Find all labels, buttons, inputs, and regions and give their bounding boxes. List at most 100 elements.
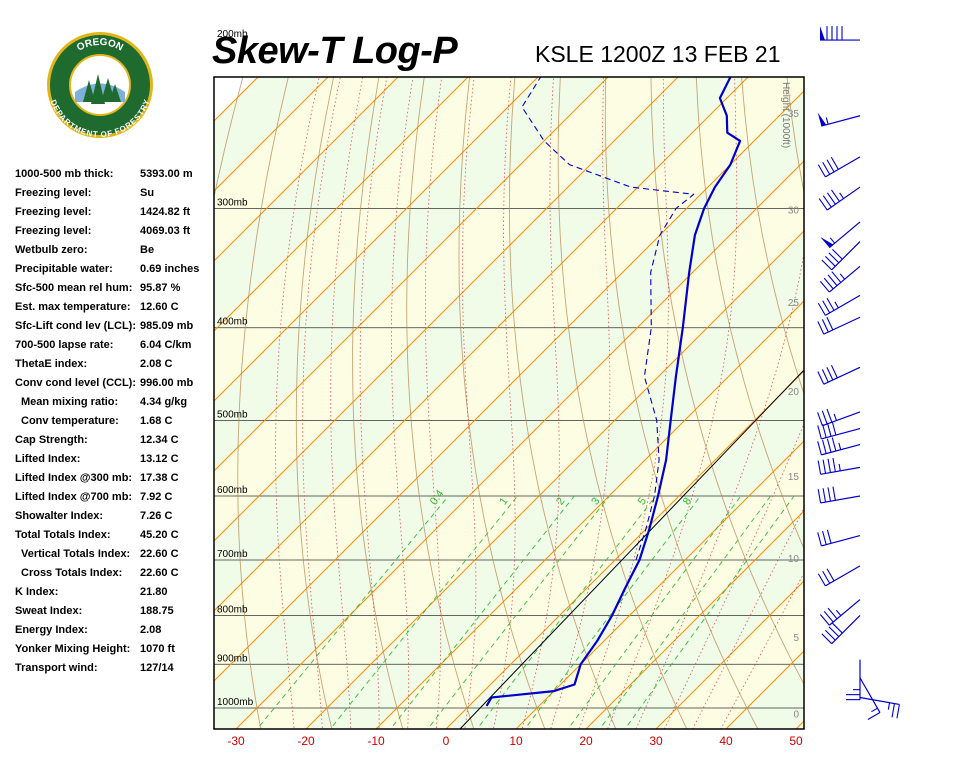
wind-barb-flag: [832, 457, 836, 472]
wind-barbs: [817, 26, 900, 721]
wind-barb: [859, 696, 900, 719]
mixing-ratio-line: [427, 495, 610, 729]
moist-adiabat: [521, 77, 560, 729]
wind-barb-half-flag: [838, 463, 841, 471]
index-label: Freezing level:: [15, 206, 92, 218]
index-value: 7.92 C: [140, 491, 173, 503]
wind-barb-flag: [826, 408, 833, 423]
index-row: Total Totals Index: 45.20 C: [15, 529, 215, 548]
index-label: Lifted Index @300 mb:: [15, 472, 133, 484]
x-tick-label: 0: [443, 734, 450, 748]
wind-barb: [817, 486, 861, 504]
index-value: 1424.82 ft: [140, 206, 191, 218]
wind-barb-flag: [821, 633, 833, 645]
wind-barb-flag: [831, 271, 842, 283]
index-label: Precipitable water:: [15, 263, 113, 275]
wind-barb-half-flag: [887, 702, 891, 710]
index-label: Vertical Totals Index:: [21, 548, 131, 560]
index-value: 996.00 mb: [140, 377, 194, 389]
index-value: 13.12 C: [140, 453, 179, 465]
wind-barb: [817, 437, 861, 456]
wind-barb-flag: [821, 369, 829, 383]
wind-barb-flag: [817, 441, 822, 456]
isotherm-line: [214, 77, 609, 472]
isotherm-line: [235, 160, 804, 729]
index-value: 2.08: [140, 624, 162, 636]
wind-barb-flag: [822, 459, 827, 474]
x-tick-label: 30: [649, 734, 663, 748]
index-label: K Index:: [15, 586, 59, 598]
wind-barb-staff: [821, 534, 861, 547]
pressure-label: 700mb: [217, 549, 248, 560]
moist-adiabat: [550, 77, 611, 729]
dry-adiabat: [821, 0, 960, 740]
index-row: Est. max temperature: 12.60 C: [15, 301, 215, 320]
reference-diagonal: [459, 369, 804, 729]
wind-barb-half-flag: [839, 273, 846, 280]
index-row: Cap Strength: 12.34 C: [15, 434, 215, 453]
wind-barb: [817, 156, 861, 178]
index-value: 21.80: [140, 586, 168, 598]
index-value: 1.68 C: [140, 415, 173, 427]
dry-adiabat: [695, 77, 804, 550]
grid-lines: [214, 0, 960, 740]
index-label: 1000-500 mb thick:: [15, 168, 114, 180]
wind-barb: [820, 221, 861, 249]
wind-barb-flag: [827, 458, 831, 473]
wind-barb-staff: [822, 411, 861, 427]
wind-barb-flag: [830, 156, 839, 170]
dry-adiabat: [863, 0, 960, 740]
index-value: 22.60 C: [140, 567, 179, 579]
chart-title: Skew-T Log-P: [212, 30, 458, 72]
wind-barb-pennant: [820, 236, 834, 248]
index-value: 4.34 g/kg: [140, 396, 188, 408]
index-label: Mean mixing ratio:: [21, 396, 119, 408]
wind-barb: [817, 408, 861, 427]
wind-barb-flag: [817, 164, 826, 178]
index-row: Sfc-Lift cond lev (LCL): 985.09 mb: [15, 320, 215, 339]
wind-barb-flag: [826, 297, 835, 311]
wind-barb: [820, 26, 860, 41]
wind-barb-staff: [859, 677, 881, 713]
wind-barb-staff: [825, 156, 861, 178]
background-bands: [214, 77, 804, 729]
pressure-label: 800mb: [217, 604, 248, 615]
wind-barb-half-flag: [829, 237, 836, 244]
index-row: Vertical Totals Index: 22.60 C: [15, 548, 215, 567]
index-row: 700-500 lapse rate: 6.04 C/km: [15, 339, 215, 358]
wind-barb-staff: [820, 495, 861, 504]
height-tick-label: 10: [788, 554, 800, 565]
isotherm-line: [585, 510, 804, 729]
index-row: K Index: 21.80: [15, 586, 215, 605]
height-tick-label: 15: [788, 472, 800, 483]
wind-barb-flag: [822, 488, 827, 503]
wind-barb-flag: [817, 425, 822, 440]
wind-barb: [818, 186, 861, 211]
wind-barb-flag: [826, 159, 835, 173]
x-tick-label: 20: [579, 734, 593, 748]
sounding-traces: [485, 77, 742, 707]
wind-barb-flag: [828, 626, 840, 637]
wind-barb-flag: [832, 486, 836, 501]
index-row: Energy Index: 2.08: [15, 624, 215, 643]
dry-adiabat: [406, 77, 475, 729]
pressure-label: 200mb: [217, 29, 248, 40]
mixing-ratio-line: [524, 495, 701, 729]
wind-barb-half-flag: [839, 192, 845, 199]
moist-adiabat: [359, 77, 388, 729]
index-value: 22.60 C: [140, 548, 179, 560]
index-value: 45.20 C: [140, 529, 179, 541]
wind-barb-half-flag: [834, 301, 839, 309]
wind-barb-staff: [823, 316, 861, 335]
wind-barb-flag: [824, 256, 836, 267]
mixing-ratio-line: [624, 495, 795, 729]
dry-adiabat: [295, 77, 335, 729]
index-row: Precipitable water: 0.69 inches: [15, 263, 215, 282]
wind-barb: [817, 294, 861, 316]
index-value: 7.26 C: [140, 510, 173, 522]
index-row: Transport wind: 127/14: [15, 662, 215, 681]
wind-barb-flag: [867, 712, 881, 721]
x-tick-label: -10: [367, 734, 385, 748]
wind-barb-flag: [822, 195, 832, 208]
wind-barb-flag: [817, 412, 823, 426]
